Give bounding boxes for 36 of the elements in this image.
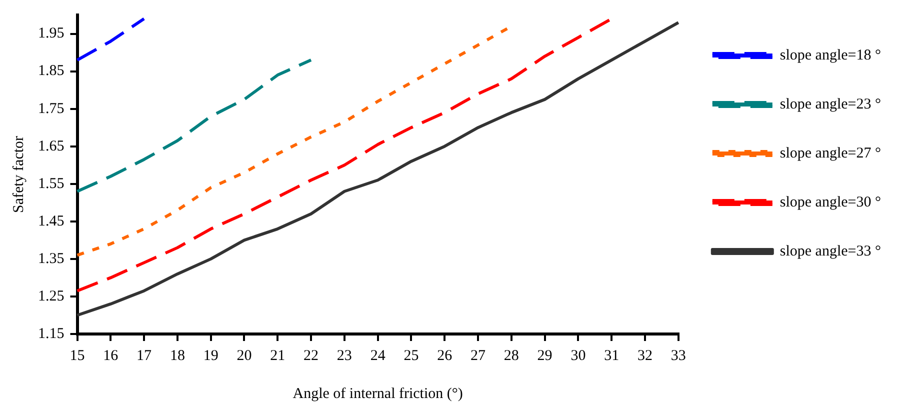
x-tick-label: 23 [336, 348, 352, 364]
x-tick-label: 19 [203, 348, 218, 364]
line-series [76, 58, 313, 193]
x-tick-label: 21 [270, 348, 286, 364]
x-tick-label: 26 [437, 348, 453, 364]
x-tick-label: 17 [136, 348, 152, 364]
y-tick-label: 1.95 [38, 26, 64, 42]
x-tick-label: 28 [504, 348, 519, 364]
x-axis-title: Angle of internal friction (°) [292, 386, 463, 402]
y-tick-label: 1.25 [38, 288, 64, 304]
y-tick-label: 1.65 [38, 138, 64, 154]
y-tick-label: 1.75 [38, 100, 64, 117]
x-tick-label: 24 [370, 348, 386, 364]
y-tick-label: 1.45 [38, 213, 64, 230]
legend-label: slope angle=23 ° [780, 96, 882, 112]
x-tick-label: 20 [236, 348, 252, 364]
x-tick-label: 25 [404, 348, 419, 364]
x-tick-label: 29 [537, 348, 552, 364]
y-tick-label: 1.15 [38, 326, 64, 342]
x-tick-label: 27 [470, 348, 486, 364]
y-tick-label: 1.55 [38, 176, 64, 192]
x-tick-label: 15 [70, 348, 85, 364]
legend-label: slope angle=18 ° [780, 47, 882, 64]
legend-label: slope angle=30 ° [780, 194, 882, 210]
y-axis-title: Safety factor [10, 136, 27, 214]
x-tick-label: 32 [638, 348, 652, 364]
y-tick-label: 1.85 [38, 63, 64, 80]
legend-label: slope angle=27 ° [780, 145, 882, 162]
x-tick-label: 31 [604, 348, 620, 364]
x-tick-label: 30 [570, 348, 586, 364]
x-tick-label: 33 [670, 348, 686, 364]
x-tick-label: 16 [103, 348, 119, 364]
legend-label: slope angle=33 ° [780, 243, 882, 260]
x-tick-label: 18 [170, 348, 185, 364]
x-tick-label: 22 [304, 348, 319, 364]
y-tick-label: 1.35 [38, 250, 64, 267]
